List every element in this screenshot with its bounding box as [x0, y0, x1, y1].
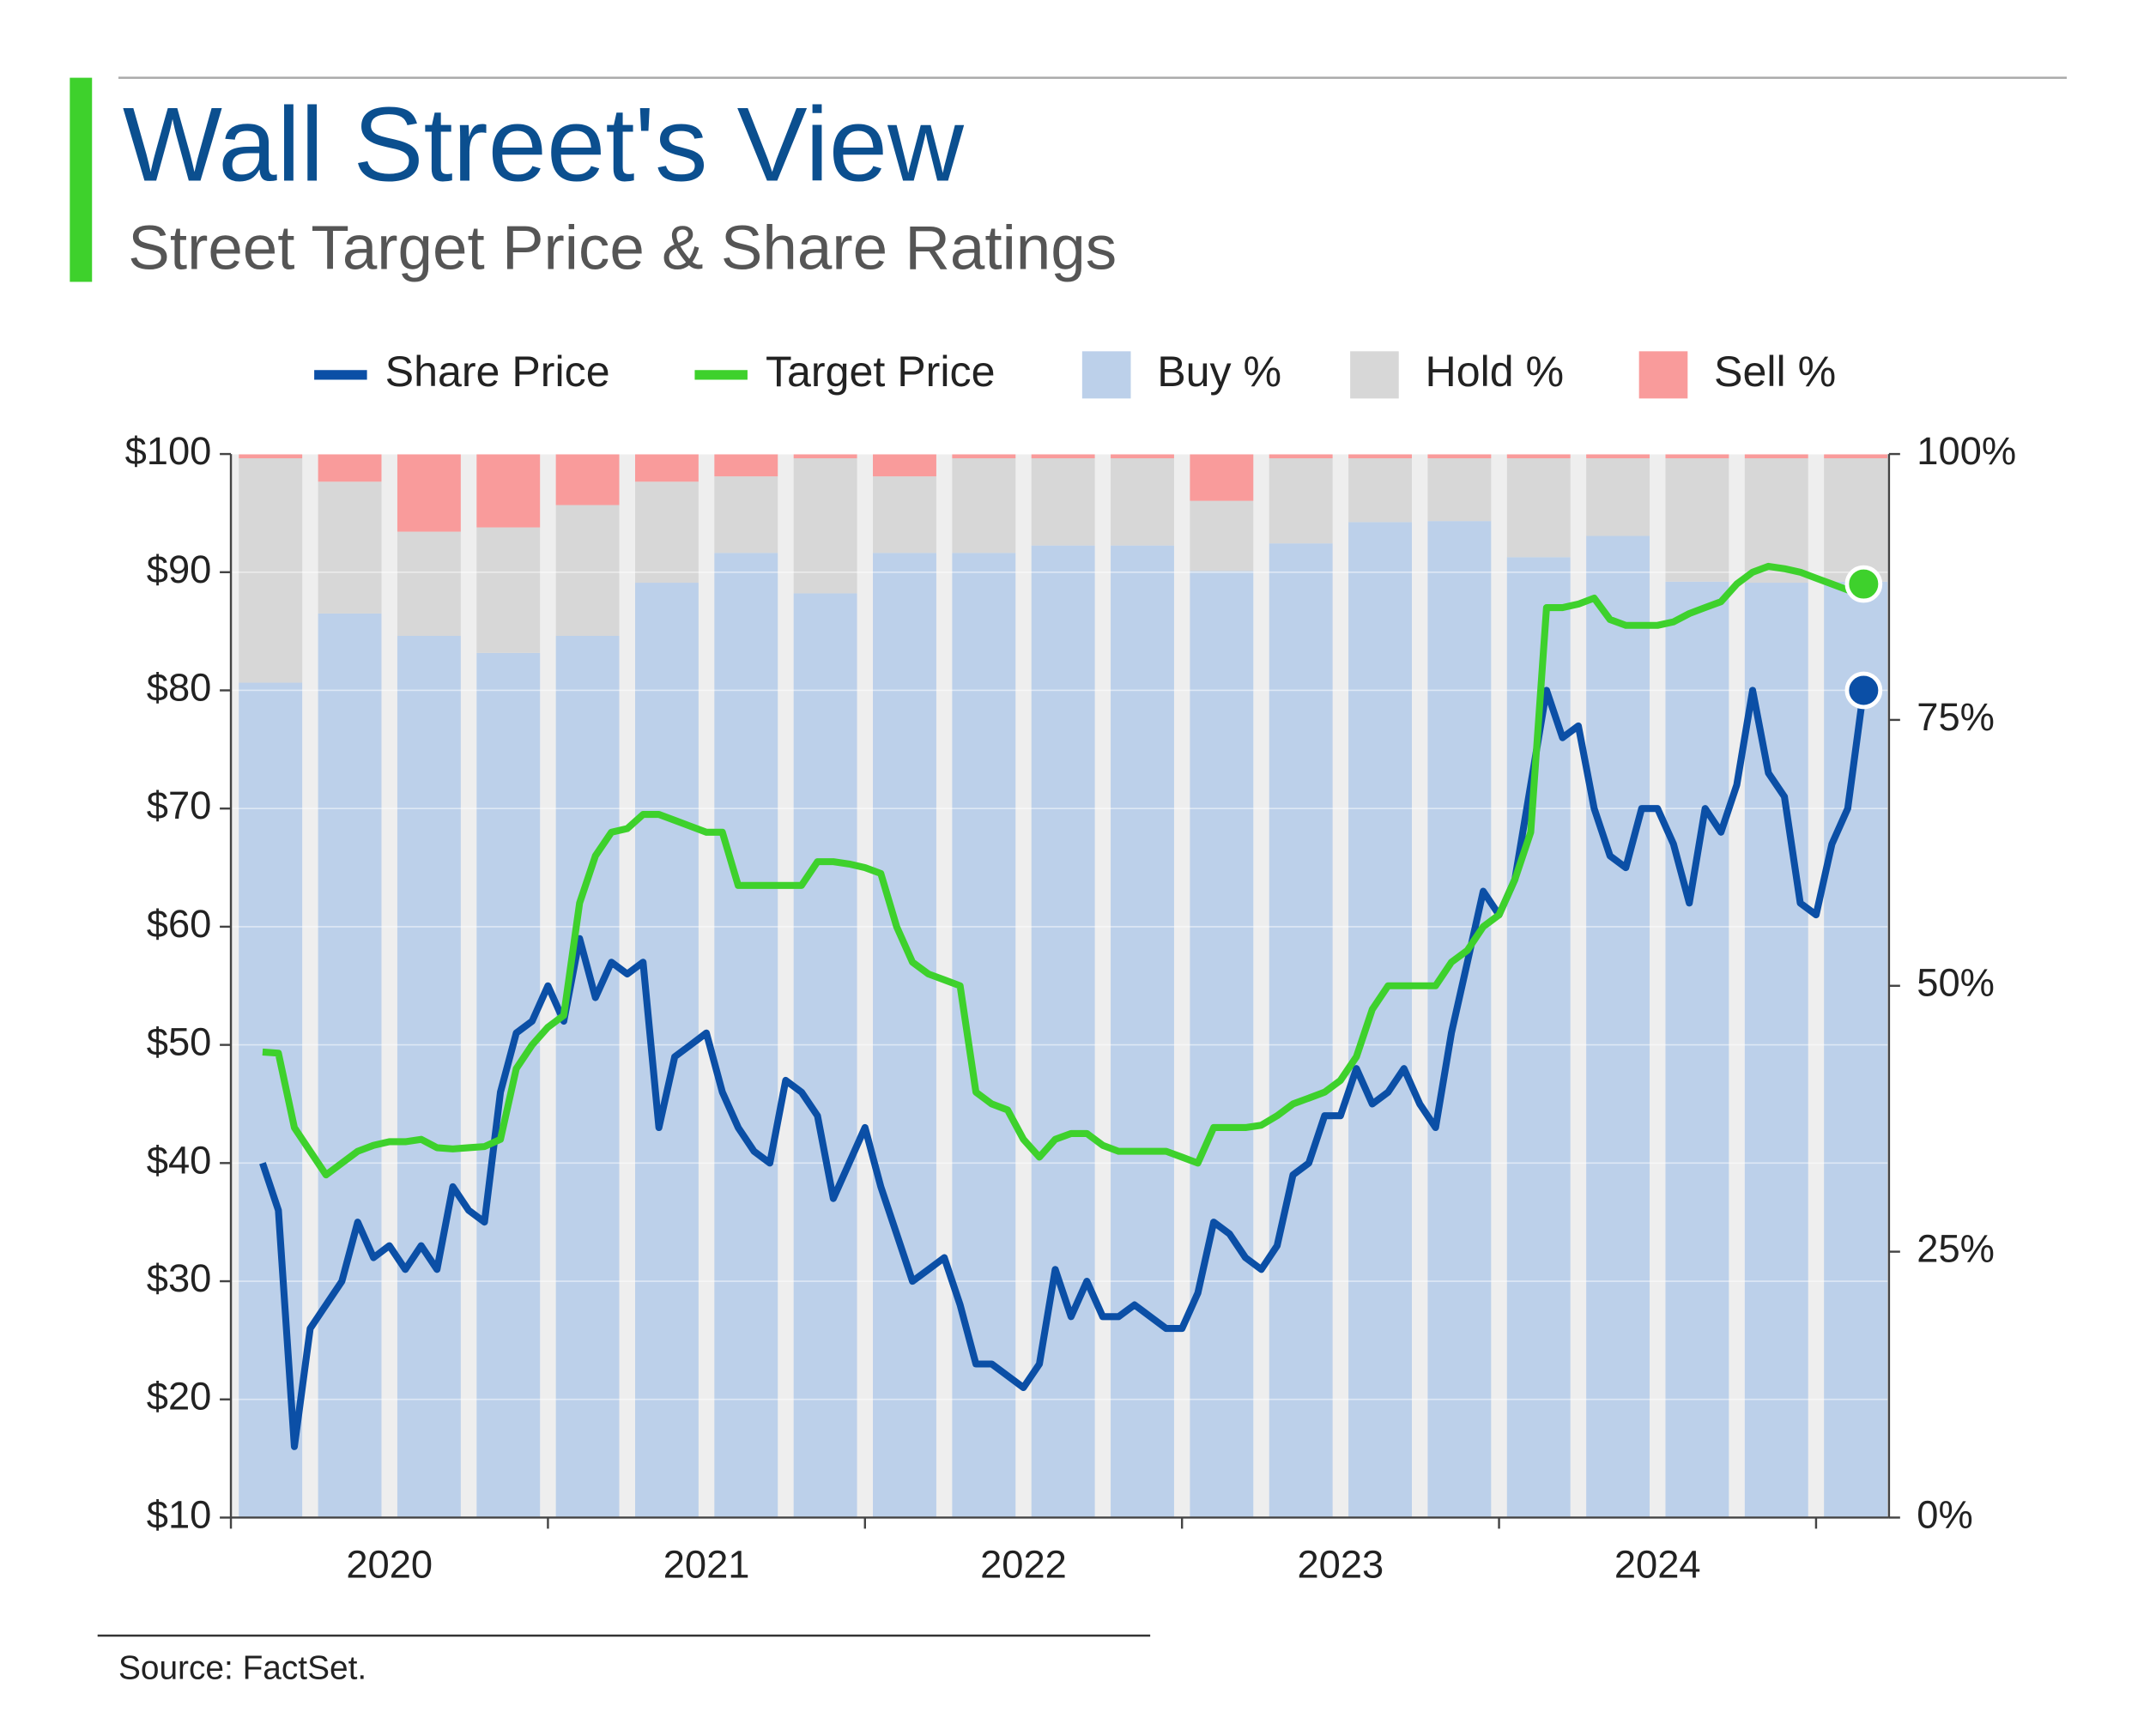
bar-segment [793, 593, 857, 1518]
y2-tick-label: 0% [1917, 1492, 1972, 1536]
y-tick-label: $80 [147, 665, 212, 709]
y-tick-label: $20 [147, 1375, 212, 1418]
x-tick-label: 2021 [663, 1543, 750, 1587]
y2-tick-label: 75% [1917, 695, 1995, 739]
bar-segment [1824, 454, 1888, 459]
bar-segment [318, 613, 382, 1518]
y-tick-label: $90 [147, 547, 212, 591]
line-series [259, 687, 1868, 1450]
bar-segment [1427, 458, 1492, 522]
bar-segment [793, 458, 857, 594]
bar-segment [555, 505, 620, 637]
bar-segment [634, 481, 699, 584]
legend-swatch [1350, 351, 1399, 399]
bar-segment [793, 454, 857, 459]
bar-segment [1111, 458, 1174, 546]
bar-segment [555, 636, 620, 1518]
bar-segment [1506, 454, 1571, 459]
bar-segment [1586, 535, 1650, 1518]
bar-segment [1665, 458, 1729, 582]
y-tick-label: $40 [147, 1138, 212, 1182]
bar-segment [1269, 543, 1333, 1518]
bar-segment [1190, 500, 1254, 572]
bar-segment [1586, 454, 1650, 459]
bar-segment [239, 454, 303, 459]
bar-segment [1031, 458, 1095, 546]
end-marker [1844, 671, 1883, 710]
bar-segment [1031, 454, 1095, 459]
bar-segment [476, 652, 541, 1518]
bar-segment [1111, 454, 1174, 459]
bar-segment [952, 458, 1016, 553]
bar-segment [1744, 583, 1808, 1518]
bar-segment [1824, 581, 1888, 1518]
chart-title: Wall Street's View [123, 86, 965, 203]
bar-segment [1665, 581, 1729, 1518]
bar-segment [1269, 458, 1333, 544]
y-tick-label: $70 [147, 783, 212, 827]
bar-segment [1190, 454, 1254, 501]
y-tick-label: $60 [147, 902, 212, 946]
x-tick-label: 2023 [1297, 1543, 1384, 1587]
x-tick-label: 2022 [980, 1543, 1067, 1587]
y-tick-label: $50 [147, 1020, 212, 1064]
y2-tick-label: 50% [1917, 961, 1995, 1005]
end-marker [1844, 565, 1883, 603]
bar-segment [1506, 458, 1571, 558]
bar-segment [714, 454, 778, 477]
bar-segment [1744, 458, 1808, 584]
bar-segment [1744, 454, 1808, 459]
bar-segment [873, 553, 936, 1518]
bar-segment [1586, 458, 1650, 536]
bar-segment [476, 454, 541, 528]
legend-label: Hold % [1425, 348, 1564, 396]
bar-segment [476, 527, 541, 653]
bar-segment [1824, 458, 1888, 582]
bar-segment [397, 636, 461, 1518]
y-tick-label: $30 [147, 1256, 212, 1300]
bar-segment [952, 454, 1016, 459]
legend-label: Share Price [385, 348, 610, 396]
bar-segment [318, 454, 382, 482]
bar-segment [318, 481, 382, 614]
source-note: Source: FactSet. [118, 1650, 366, 1687]
bar-segment [1427, 454, 1492, 459]
bar-segment [714, 553, 778, 1518]
y2-tick-label: 25% [1917, 1227, 1995, 1271]
line-series [262, 562, 1865, 1179]
chart-subtitle: Street Target Price & Share Ratings [128, 214, 1117, 283]
legend-label: Target Price [766, 348, 996, 396]
bar-segment [239, 458, 303, 683]
bar-segment [1665, 454, 1729, 459]
y-tick-label: $100 [125, 429, 212, 473]
bar-segment [1111, 545, 1174, 1518]
bar-segment [1269, 454, 1333, 459]
bar-segment [1348, 522, 1412, 1518]
legend-label: Sell % [1714, 348, 1836, 396]
accent-bar [70, 77, 93, 282]
bar-segment [873, 476, 936, 553]
bar-segment [952, 553, 1016, 1518]
bar-segment [397, 454, 461, 532]
bar-segment [1031, 545, 1095, 1518]
bar-segment [634, 454, 699, 482]
x-tick-label: 2024 [1614, 1543, 1701, 1587]
legend-swatch [1081, 351, 1131, 399]
bar-segment [555, 454, 620, 505]
legend-swatch [1638, 351, 1688, 399]
bar-segment [1427, 521, 1492, 1518]
bar-segment [714, 476, 778, 553]
legend-label: Buy % [1157, 348, 1281, 396]
bar-segment [1348, 454, 1412, 459]
bar-segment [1348, 458, 1412, 523]
bar-segment [397, 531, 461, 637]
y-tick-label: $10 [147, 1492, 212, 1536]
y2-tick-label: 100% [1917, 429, 2016, 473]
x-tick-label: 2020 [346, 1543, 433, 1587]
bar-segment [873, 454, 936, 477]
